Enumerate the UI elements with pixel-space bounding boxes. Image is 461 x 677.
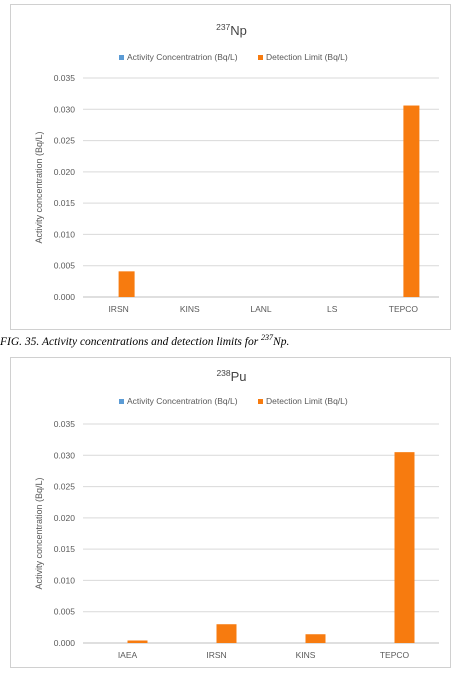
chart0-bar-detection-limit bbox=[403, 105, 420, 297]
chart1-title-symbol: Pu bbox=[231, 369, 247, 384]
chart0-title: 237Np bbox=[216, 22, 247, 38]
chart0-ytick-label: 0.015 bbox=[54, 198, 76, 208]
chart0-y-axis-label: Activity concentration (Bq/L) bbox=[34, 131, 44, 243]
chart1-legend-label-0: Activity Concentratrion (Bq/L) bbox=[127, 396, 238, 406]
chart1-legend-swatch-0 bbox=[119, 399, 124, 404]
chart1-bar-detection-limit bbox=[216, 624, 237, 643]
chart0-ytick-label: 0.030 bbox=[54, 104, 76, 114]
chart0-ytick-label: 0.005 bbox=[54, 261, 76, 271]
chart1-title-mass: 238 bbox=[216, 368, 230, 378]
caption-prefix: FIG. 35. Activity concentrations and det… bbox=[0, 335, 262, 348]
chart0-legend-swatch-1 bbox=[258, 55, 263, 60]
figure-caption: FIG. 35. Activity concentrations and det… bbox=[0, 333, 461, 348]
chart1-ytick-label: 0.030 bbox=[54, 450, 76, 460]
chart1-bar-detection-limit bbox=[305, 634, 326, 643]
chart1-xtick-label: TEPCO bbox=[380, 650, 410, 660]
chart1-ytick-label: 0.035 bbox=[54, 419, 76, 429]
chart0-xtick-label: TEPCO bbox=[389, 304, 419, 314]
chart1-ytick-label: 0.025 bbox=[54, 482, 76, 492]
chart1-title: 238Pu bbox=[216, 368, 246, 384]
np237-chart-svg: 237Np Activity Concentratrion (Bq/L) Detec… bbox=[34, 22, 439, 314]
chart0-bar-detection-limit bbox=[118, 271, 135, 297]
chart1-ytick-label: 0.005 bbox=[54, 607, 76, 617]
chart1-y-axis-label: Activity concentration (Bq/L) bbox=[34, 477, 44, 589]
np237-chart: 237Np Activity Concentratrion (Bq/L) Detec… bbox=[10, 4, 451, 330]
chart0-legend-label-0: Activity Concentratrion (Bq/L) bbox=[127, 52, 238, 62]
chart1-xtick-label: IRSN bbox=[206, 650, 226, 660]
chart0-ytick-label: 0.000 bbox=[54, 292, 76, 302]
chart1-xtick-label: KINS bbox=[296, 650, 316, 660]
chart1-bar-detection-limit bbox=[394, 452, 415, 643]
chart1-ytick-label: 0.015 bbox=[54, 544, 76, 554]
chart0-legend-label-1: Detection Limit (Bq/L) bbox=[266, 52, 348, 62]
chart0-legend-swatch-0 bbox=[119, 55, 124, 60]
chart0-ytick-label: 0.035 bbox=[54, 73, 76, 83]
chart0-ytick-label: 0.025 bbox=[54, 136, 76, 146]
chart1-bar-detection-limit bbox=[127, 640, 148, 643]
chart0-title-symbol: Np bbox=[230, 23, 247, 38]
chart0-xtick-label: LANL bbox=[250, 304, 272, 314]
chart0-xtick-label: IRSN bbox=[108, 304, 128, 314]
chart1-ytick-label: 0.010 bbox=[54, 575, 76, 585]
caption-isotope-symbol: Np. bbox=[273, 335, 290, 348]
chart0-xtick-label: KINS bbox=[180, 304, 200, 314]
chart0-xtick-label: LS bbox=[327, 304, 338, 314]
chart0-title-mass: 237 bbox=[216, 22, 230, 32]
chart0-ytick-label: 0.020 bbox=[54, 167, 76, 177]
chart1-ytick-label: 0.000 bbox=[54, 638, 76, 648]
chart0-ytick-label: 0.010 bbox=[54, 229, 76, 239]
chart1-xtick-label: IAEA bbox=[118, 650, 138, 660]
pu238-chart-svg: 238Pu Activity Concentratrion (Bq/L) Detec… bbox=[34, 368, 439, 660]
chart1-ytick-label: 0.020 bbox=[54, 513, 76, 523]
chart1-legend-label-1: Detection Limit (Bq/L) bbox=[266, 396, 348, 406]
caption-isotope-mass: 237 bbox=[261, 333, 274, 342]
chart1-legend-swatch-1 bbox=[258, 399, 263, 404]
pu238-chart: 238Pu Activity Concentratrion (Bq/L) Detec… bbox=[10, 357, 451, 668]
